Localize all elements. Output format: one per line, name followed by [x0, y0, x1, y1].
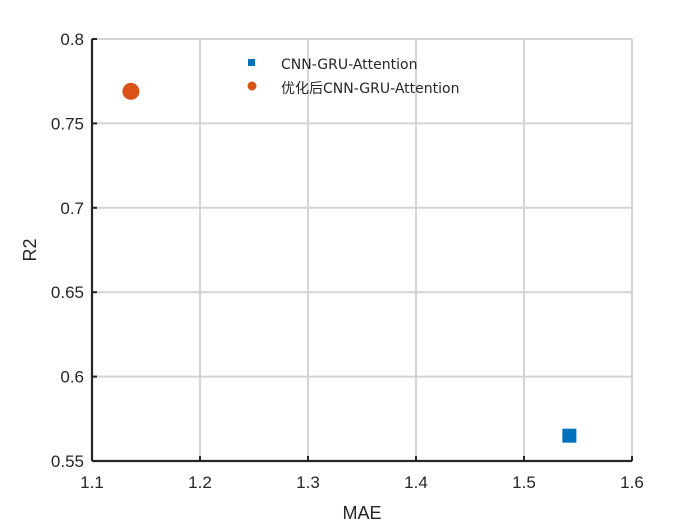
x-tick-label: 1.3 [296, 473, 320, 492]
legend-label-series-2: 优化后CNN-GRU-Attention [281, 81, 459, 97]
data-point-series-2 [122, 82, 140, 100]
y-tick-label: 0.8 [60, 30, 84, 49]
grid [91, 38, 633, 462]
y-tick-label: 0.7 [60, 199, 84, 218]
y-tick-label: 0.75 [51, 114, 84, 133]
y-tick-label: 0.6 [60, 368, 84, 387]
y-tick-label: 0.65 [51, 283, 84, 302]
x-tick-label: 1.1 [80, 473, 104, 492]
data-point-series-1 [562, 428, 577, 443]
x-axis-title: MAE [342, 503, 381, 523]
y-axis-title: R2 [20, 238, 40, 261]
legend: CNN-GRU-Attention 优化后CNN-GRU-Attention [247, 57, 459, 97]
ticks: 1.1 1.2 1.3 1.4 1.5 1.6 0.55 0.6 0.65 0.7 0.75 0.8 [51, 30, 644, 492]
axes [90, 39, 632, 463]
x-tick-label: 1.2 [188, 473, 212, 492]
legend-marker-circle [247, 81, 257, 91]
x-tick-label: 1.6 [620, 473, 644, 492]
legend-marker-square [248, 59, 255, 66]
y-tick-label: 0.55 [51, 452, 84, 471]
data-points [122, 82, 577, 443]
x-tick-label: 1.4 [404, 473, 428, 492]
x-tick-label: 1.5 [512, 473, 536, 492]
legend-label-series-1: CNN-GRU-Attention [281, 57, 417, 73]
plot-area [92, 39, 632, 461]
